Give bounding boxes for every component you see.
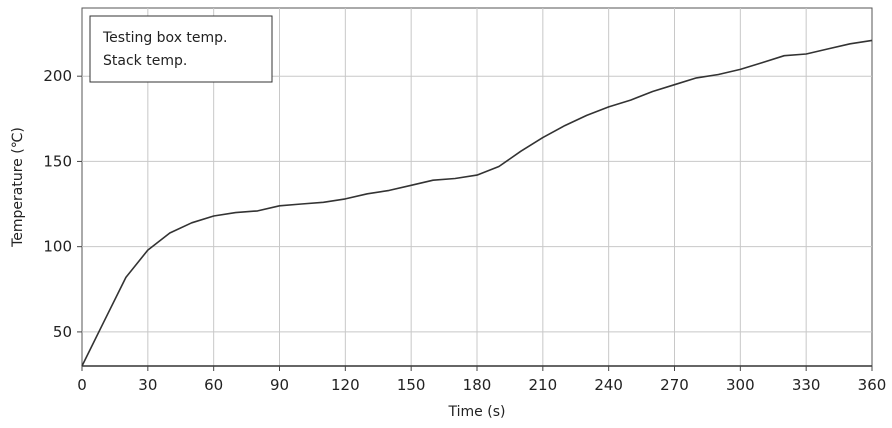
y-axis-title: Temperature (℃) <box>10 127 26 248</box>
y-tick-label: 150 <box>43 152 72 170</box>
x-tick-label: 90 <box>270 376 289 394</box>
x-tick-label: 60 <box>204 376 223 394</box>
x-tick-label: 360 <box>858 376 887 394</box>
x-tick-label: 300 <box>726 376 755 394</box>
x-tick-label: 210 <box>529 376 558 394</box>
y-tick-label: 50 <box>53 323 72 341</box>
legend-item-stack: Stack temp. <box>103 53 187 69</box>
series-line-testing-box <box>81 39 873 367</box>
x-tick-label: 30 <box>138 376 157 394</box>
x-axis-ticks: 0 30 60 90 120 150 180 210 240 270 300 330 360 <box>77 366 886 394</box>
x-axis-title: Time (s) <box>448 404 506 420</box>
x-tick-label: 330 <box>792 376 821 394</box>
x-tick-label: 180 <box>463 376 492 394</box>
legend: Testing box temp. Stack temp. <box>89 15 273 83</box>
x-tick-label: 120 <box>331 376 360 394</box>
y-axis-ticks: 50 100 150 200 <box>43 67 82 341</box>
y-tick-label: 200 <box>43 67 72 85</box>
legend-box <box>89 15 273 83</box>
y-tick-label: 100 <box>43 238 72 256</box>
x-tick-label: 270 <box>660 376 689 394</box>
legend-item-testing-box: Testing box temp. <box>102 30 228 46</box>
grid-lines <box>82 8 872 366</box>
x-tick-label: 0 <box>77 376 87 394</box>
x-tick-label: 240 <box>594 376 623 394</box>
x-tick-label: 150 <box>397 376 426 394</box>
